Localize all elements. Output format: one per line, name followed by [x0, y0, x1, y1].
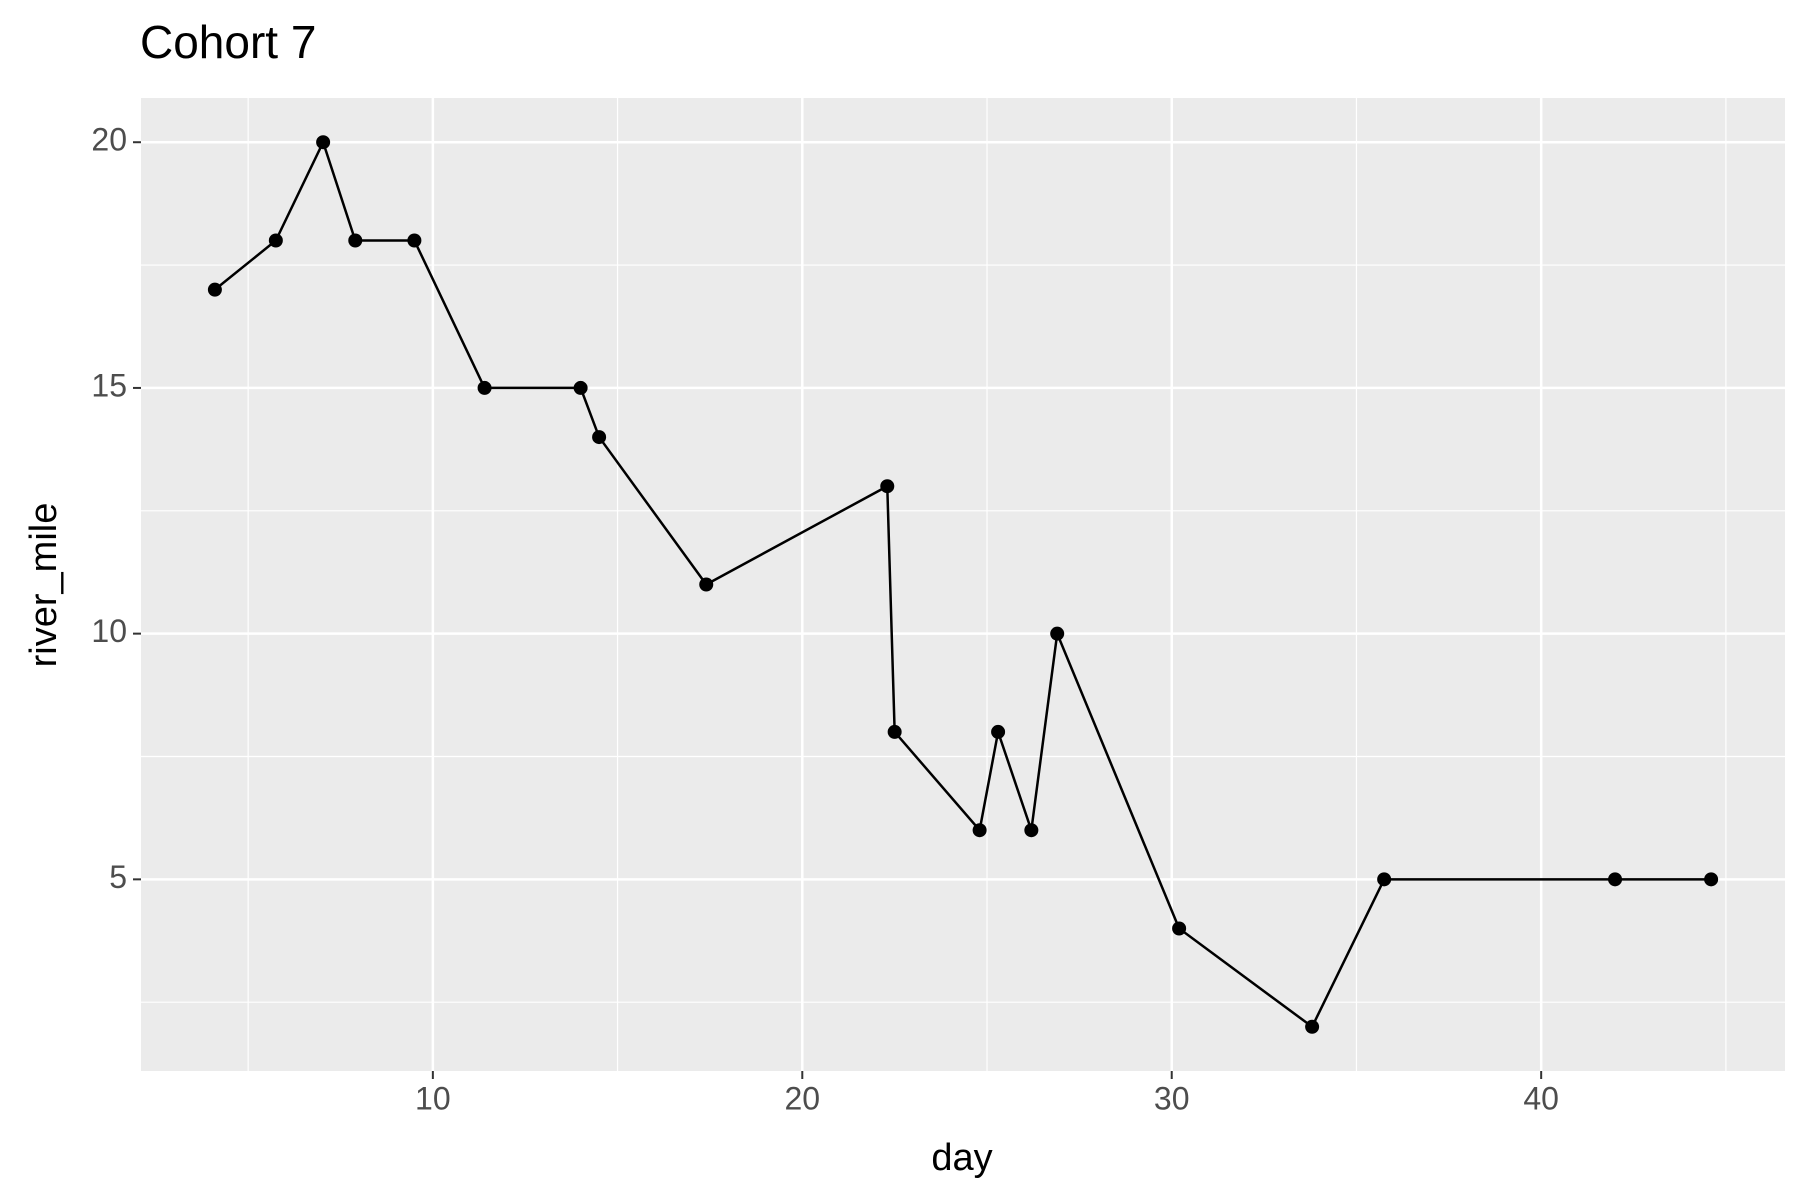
y-axis-title: river_mile: [23, 503, 65, 668]
y-tick-label: 20: [91, 122, 127, 158]
y-tick-label: 5: [109, 859, 127, 895]
point: [880, 479, 895, 494]
point: [887, 724, 902, 739]
x-tick-label: 40: [1523, 1080, 1559, 1116]
point: [1024, 823, 1039, 838]
point: [1704, 872, 1719, 887]
point: [699, 577, 714, 592]
point: [316, 135, 331, 150]
point: [477, 380, 492, 395]
point: [1172, 921, 1187, 936]
point: [1305, 1019, 1320, 1034]
point: [348, 233, 363, 248]
y-tick-label: 10: [91, 613, 127, 649]
x-axis-title: day: [931, 1137, 992, 1179]
point: [268, 233, 283, 248]
point: [972, 823, 987, 838]
y-tick-label: 15: [91, 367, 127, 403]
series-line: [214, 138, 1712, 1029]
point: [1608, 872, 1623, 887]
chart-title: Cohort 7: [140, 16, 316, 68]
point: [592, 430, 607, 445]
x-tick-label: 20: [784, 1080, 820, 1116]
x-tick-label: 10: [415, 1080, 451, 1116]
point: [573, 380, 588, 395]
plot-panel: [141, 98, 1785, 1071]
point: [1050, 626, 1065, 641]
point: [407, 233, 422, 248]
point: [207, 282, 222, 297]
x-tick-label: 30: [1154, 1080, 1190, 1116]
point: [1377, 872, 1392, 887]
point: [991, 724, 1006, 739]
